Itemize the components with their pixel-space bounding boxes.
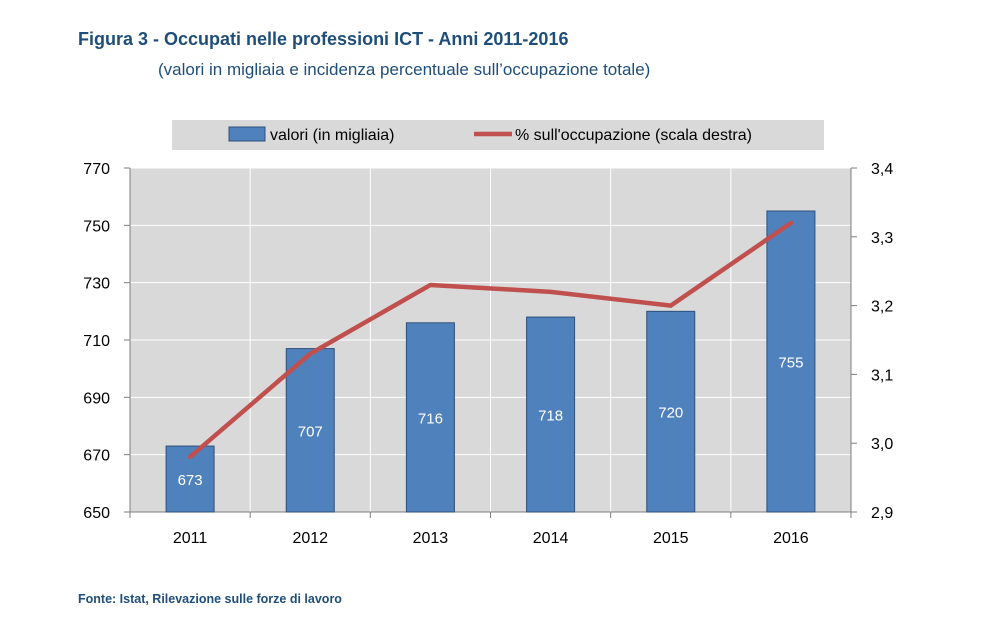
line-point	[548, 289, 553, 294]
bar-data-label: 673	[178, 472, 203, 489]
legend-line-label: % sull'occupazione (scala destra)	[515, 127, 752, 144]
bar	[526, 316, 576, 513]
bar-data-label: 755	[778, 355, 803, 372]
right-axis-tick-label: 2,9	[871, 505, 893, 522]
source-note: Fonte: Istat, Rilevazione sulle forze di…	[78, 592, 342, 606]
left-axis-tick-label: 750	[83, 218, 110, 235]
legend-bar-swatch	[228, 126, 266, 142]
bar-data-label: 718	[538, 408, 563, 425]
right-axis-tick-label: 3,4	[871, 161, 893, 178]
right-axis-tick-label: 3,3	[871, 230, 893, 247]
left-axis-tick-label: 770	[83, 161, 110, 178]
x-axis-tick-label: 2014	[533, 530, 569, 547]
bar-data-label: 716	[418, 410, 443, 427]
plot-area: 650 670 690 710 730 750 770 2,9 3,0 3,1 3,2 3,3 3,4 6…	[83, 161, 893, 547]
left-axis-tick-label: 650	[83, 505, 110, 522]
line-point	[188, 454, 193, 459]
x-axis-tick-label: 2013	[413, 530, 449, 547]
combo-chart: valori (in migliaia) % sull'occupazione …	[83, 120, 893, 547]
bar-data-label: 720	[658, 405, 683, 422]
chart-title: Figura 3 - Occupati nelle professioni IC…	[78, 29, 569, 49]
right-axis-tick-label: 3,1	[871, 367, 893, 384]
x-axis-tick-label: 2015	[653, 530, 689, 547]
line-point	[308, 351, 313, 356]
right-axis-tick-label: 3,2	[871, 299, 893, 316]
line-point	[428, 282, 433, 287]
bar-data-label: 707	[298, 423, 323, 440]
bar	[285, 348, 335, 513]
left-axis-tick-label: 670	[83, 448, 110, 465]
x-axis-tick-label: 2012	[292, 530, 328, 547]
line-point	[788, 221, 793, 226]
legend-bar-label: valori (in migliaia)	[270, 127, 394, 144]
x-axis-tick-label: 2016	[773, 530, 809, 547]
bar	[646, 310, 696, 513]
bar	[405, 322, 455, 513]
bar	[766, 210, 816, 513]
left-axis-tick-label: 710	[83, 333, 110, 350]
left-axis-tick-label: 730	[83, 276, 110, 293]
chart-subtitle: (valori in migliaia e incidenza percentu…	[158, 60, 651, 79]
line-point	[668, 303, 673, 308]
right-axis-tick-label: 3,0	[871, 436, 893, 453]
line-series	[187, 220, 794, 460]
left-axis-tick-label: 690	[83, 390, 110, 407]
x-axis-tick-label: 2011	[173, 530, 208, 547]
